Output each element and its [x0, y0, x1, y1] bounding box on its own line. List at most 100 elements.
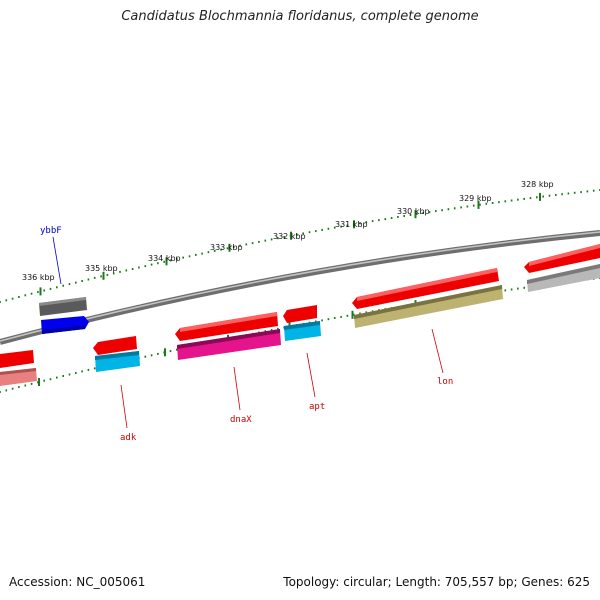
- inner-minor-tick: [87, 368, 90, 371]
- gene-ybbF-shade: [42, 325, 85, 334]
- inner-minor-tick: [144, 355, 147, 358]
- gene-adk-red[interactable]: [93, 336, 137, 355]
- outer-minor-tick: [580, 191, 582, 194]
- inner-minor-tick: [321, 319, 323, 322]
- outer-minor-tick: [24, 294, 27, 297]
- gene-label-lon[interactable]: lon: [437, 377, 453, 387]
- outer-minor-tick: [296, 233, 298, 236]
- accession-text: Accession: NC_005061: [9, 575, 146, 589]
- scale-label-335: 335 kbp: [85, 264, 118, 273]
- outer-minor-tick: [359, 222, 361, 225]
- gene-labels: ybbF adk dnaX apt lon: [40, 226, 453, 443]
- forward-genes: [39, 244, 600, 334]
- outer-major-tick: [102, 271, 105, 280]
- outer-major-tick: [39, 287, 42, 296]
- outer-minor-tick: [403, 215, 405, 217]
- outer-minor-tick: [548, 194, 551, 197]
- outer-major-tick: [165, 257, 168, 266]
- genome-summary-text: Topology: circular; Length: 705,557 bp; …: [283, 575, 590, 589]
- outer-minor-tick: [81, 280, 83, 282]
- outer-minor-tick: [163, 260, 165, 263]
- leader-apt: [306, 352, 316, 398]
- scale-label-330: 330 kbp: [397, 207, 430, 216]
- inner-minor-tick: [68, 373, 71, 376]
- outer-minor-tick: [485, 202, 488, 205]
- outer-major-tick: [290, 231, 292, 240]
- outer-minor-tick: [567, 192, 570, 195]
- outer-minor-tick: [232, 246, 235, 248]
- outer-minor-tick: [472, 204, 475, 207]
- inner-minor-tick: [176, 348, 178, 351]
- outer-minor-tick: [277, 237, 279, 240]
- outer-minor-tick: [542, 195, 544, 198]
- gene-dnaX-red-hl: [180, 312, 277, 332]
- inner-minor-tick: [327, 318, 330, 321]
- inner-minor-tick: [510, 288, 513, 291]
- scale-label-332: 332 kbp: [273, 232, 306, 241]
- outer-minor-tick: [100, 275, 102, 278]
- outer-minor-tick: [226, 247, 229, 250]
- scale-label-329: 329 kbp: [459, 194, 492, 203]
- outer-minor-tick: [390, 217, 393, 219]
- outer-minor-tick: [308, 231, 311, 234]
- inner-minor-tick: [0, 391, 1, 393]
- inner-minor-tick: [81, 370, 83, 373]
- outer-minor-tick: [264, 239, 267, 242]
- outer-major-tick: [477, 200, 480, 209]
- outer-minor-tick: [327, 227, 330, 230]
- inner-minor-tick: [270, 329, 273, 331]
- inner-major-tick: [351, 310, 354, 319]
- outer-minor-tick: [37, 291, 39, 294]
- reverse-genes: [0, 264, 600, 386]
- outer-minor-tick: [87, 278, 90, 281]
- gene-label-adk[interactable]: adk: [120, 433, 137, 443]
- outer-minor-tick: [131, 268, 134, 270]
- inner-minor-tick: [37, 381, 39, 384]
- gene-pink-left-top: [0, 368, 36, 375]
- outer-minor-tick: [150, 263, 153, 266]
- scale-label-331: 331 kbp: [335, 220, 368, 229]
- outer-minor-tick: [428, 211, 431, 214]
- outer-minor-tick: [30, 292, 33, 295]
- outer-minor-tick: [125, 269, 128, 272]
- outer-minor-tick: [144, 265, 147, 268]
- outer-minor-tick: [561, 193, 563, 196]
- inner-minor-tick: [346, 314, 349, 317]
- inner-minor-tick: [523, 286, 525, 289]
- outer-minor-tick: [315, 230, 317, 233]
- inner-minor-tick: [504, 289, 507, 292]
- outer-minor-tick: [510, 199, 513, 202]
- outer-minor-tick: [302, 232, 304, 235]
- inner-minor-tick: [93, 367, 96, 370]
- outer-minor-tick: [592, 189, 595, 192]
- gene-label-ybbF[interactable]: ybbF: [40, 226, 62, 236]
- outer-minor-tick: [378, 219, 380, 222]
- inner-minor-tick: [18, 386, 20, 389]
- gene-label-apt[interactable]: apt: [309, 402, 325, 412]
- outer-minor-tick: [258, 240, 260, 243]
- inner-minor-tick: [62, 375, 64, 377]
- gene-gray-highlight: [39, 297, 86, 306]
- outer-minor-tick: [422, 212, 424, 214]
- outer-minor-tick: [529, 197, 532, 200]
- outer-minor-tick: [447, 208, 450, 211]
- outer-minor-tick: [333, 226, 336, 229]
- outer-minor-tick: [119, 270, 121, 273]
- scale-labels: 336 kbp 335 kbp 334 kbp 333 kbp 332 kbp …: [22, 180, 554, 282]
- gene-dnaX-top: [177, 329, 280, 349]
- outer-minor-tick: [460, 206, 462, 209]
- inner-minor-tick: [333, 317, 336, 319]
- gene-red-left[interactable]: [0, 350, 34, 368]
- inner-minor-tick: [43, 379, 45, 382]
- outer-minor-tick: [453, 207, 456, 210]
- gene-label-dnaX[interactable]: dnaX: [230, 415, 252, 425]
- outer-minor-tick: [75, 281, 77, 284]
- outer-minor-tick: [397, 216, 399, 218]
- leader-lon: [431, 328, 444, 374]
- gene-red-forward-1[interactable]: [283, 305, 317, 323]
- outer-minor-tick: [220, 248, 222, 251]
- outer-minor-tick: [112, 272, 115, 275]
- inner-minor-tick: [75, 372, 77, 374]
- outer-minor-tick: [176, 258, 178, 260]
- inner-minor-tick: [315, 320, 317, 323]
